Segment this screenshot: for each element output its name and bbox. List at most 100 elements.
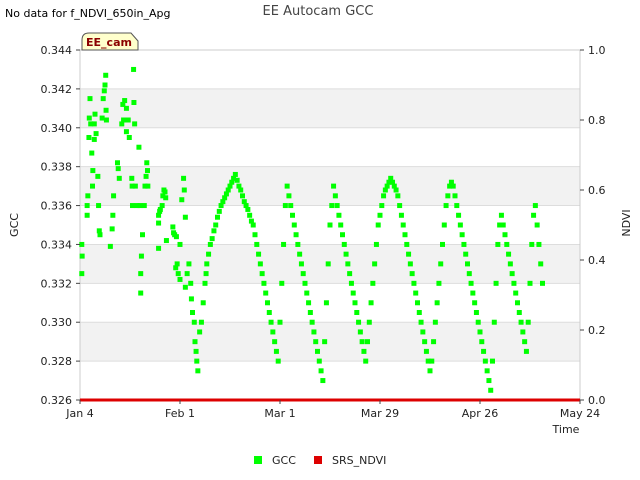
gcc-point	[182, 284, 188, 290]
gcc-point	[506, 251, 512, 257]
gcc-point	[452, 193, 458, 199]
gcc-point	[250, 222, 256, 228]
gcc-point	[238, 187, 244, 193]
gcc-point	[490, 358, 495, 364]
gcc-point	[202, 280, 208, 286]
gcc-point	[132, 183, 138, 189]
gcc-point	[334, 203, 340, 209]
gcc-point	[144, 160, 150, 166]
y-tick-label: 0.342	[41, 83, 73, 96]
gcc-point	[131, 66, 137, 72]
gcc-point	[198, 319, 204, 325]
gcc-point	[138, 271, 144, 277]
gcc-point	[477, 329, 483, 335]
gcc-point	[132, 121, 138, 127]
gcc-point	[270, 329, 276, 335]
gcc-point	[101, 88, 107, 94]
gcc-point	[406, 251, 412, 257]
gcc-point	[320, 378, 326, 384]
gcc-point	[516, 310, 522, 315]
gcc-point	[300, 271, 306, 277]
gcc-point	[203, 271, 209, 277]
gcc-point	[400, 222, 406, 228]
gcc-point	[409, 271, 415, 277]
gcc-point	[142, 183, 148, 189]
gcc-point	[184, 271, 190, 277]
gcc-point	[190, 310, 195, 315]
legend: GCC SRS_NDVI	[254, 454, 386, 467]
y2-tick-label: 0.4	[588, 254, 606, 267]
gcc-point	[484, 368, 490, 374]
y2-tick-label: 0.6	[588, 184, 606, 197]
gcc-point	[481, 348, 487, 354]
gcc-point	[450, 183, 456, 189]
gcc-point	[336, 212, 342, 218]
gcc-point	[422, 339, 428, 345]
gcc-point	[110, 212, 116, 218]
gcc-point	[96, 203, 102, 209]
gcc-point	[218, 203, 224, 209]
gcc-point	[372, 261, 378, 267]
site-label-box: EE_cam	[81, 32, 139, 51]
gcc-point	[243, 203, 249, 209]
gcc-point	[388, 175, 394, 181]
gcc-point	[297, 251, 303, 257]
gcc-point	[186, 261, 192, 267]
gcc-point	[356, 319, 362, 325]
gcc-point	[454, 203, 460, 209]
gcc-point	[482, 358, 488, 364]
gcc-point	[177, 276, 183, 282]
gcc-point	[92, 111, 98, 117]
gcc-point	[473, 310, 479, 315]
gcc-point	[79, 253, 85, 259]
gcc-point	[216, 208, 222, 214]
gcc-point	[486, 378, 492, 384]
gcc-point	[257, 261, 263, 267]
gcc-point	[463, 251, 469, 257]
gcc-point	[513, 290, 519, 296]
gcc-point	[518, 319, 524, 325]
gcc-point	[350, 290, 356, 296]
gcc-point	[497, 222, 503, 228]
gcc-points	[79, 66, 545, 393]
gcc-point	[323, 300, 329, 306]
y-tick-label: 0.344	[41, 44, 73, 57]
x-tick-label: Jan 4	[65, 407, 93, 420]
gcc-point	[191, 319, 197, 325]
gcc-point	[229, 179, 235, 185]
y-axis-label: GCC	[8, 213, 21, 237]
gcc-point	[425, 358, 431, 364]
y-tick-label: 0.330	[41, 316, 73, 329]
gcc-point	[103, 117, 109, 123]
y-tick-label: 0.340	[41, 122, 73, 135]
gcc-point	[259, 271, 265, 277]
gcc-point	[298, 261, 304, 267]
y2-axis-label: NDVI	[620, 209, 633, 236]
gcc-point	[122, 98, 128, 104]
gcc-point	[415, 300, 420, 306]
gcc-point	[192, 339, 198, 345]
gcc-point	[311, 329, 317, 335]
gcc-point	[538, 261, 544, 267]
gcc-point	[220, 199, 226, 205]
gcc-point	[248, 218, 254, 224]
gcc-point	[84, 212, 90, 218]
gcc-point	[322, 339, 328, 345]
x-axis-ticks: Jan 4 Feb 1 Mar 1 Mar 29 Apr 26 May 24	[65, 400, 600, 420]
gcc-point	[256, 251, 262, 257]
gcc-point	[418, 319, 424, 325]
gcc-point	[245, 206, 251, 212]
gcc-point	[123, 129, 129, 135]
gcc-point	[206, 251, 212, 257]
gcc-point	[465, 261, 470, 267]
gcc-point	[443, 203, 449, 209]
gcc-point	[103, 72, 109, 78]
gcc-point	[359, 339, 365, 345]
gcc-point	[126, 135, 132, 140]
gcc-point	[79, 271, 85, 277]
gcc-point	[102, 82, 108, 88]
gcc-point	[523, 348, 529, 354]
gcc-point	[120, 101, 126, 107]
gcc-point	[111, 193, 117, 199]
